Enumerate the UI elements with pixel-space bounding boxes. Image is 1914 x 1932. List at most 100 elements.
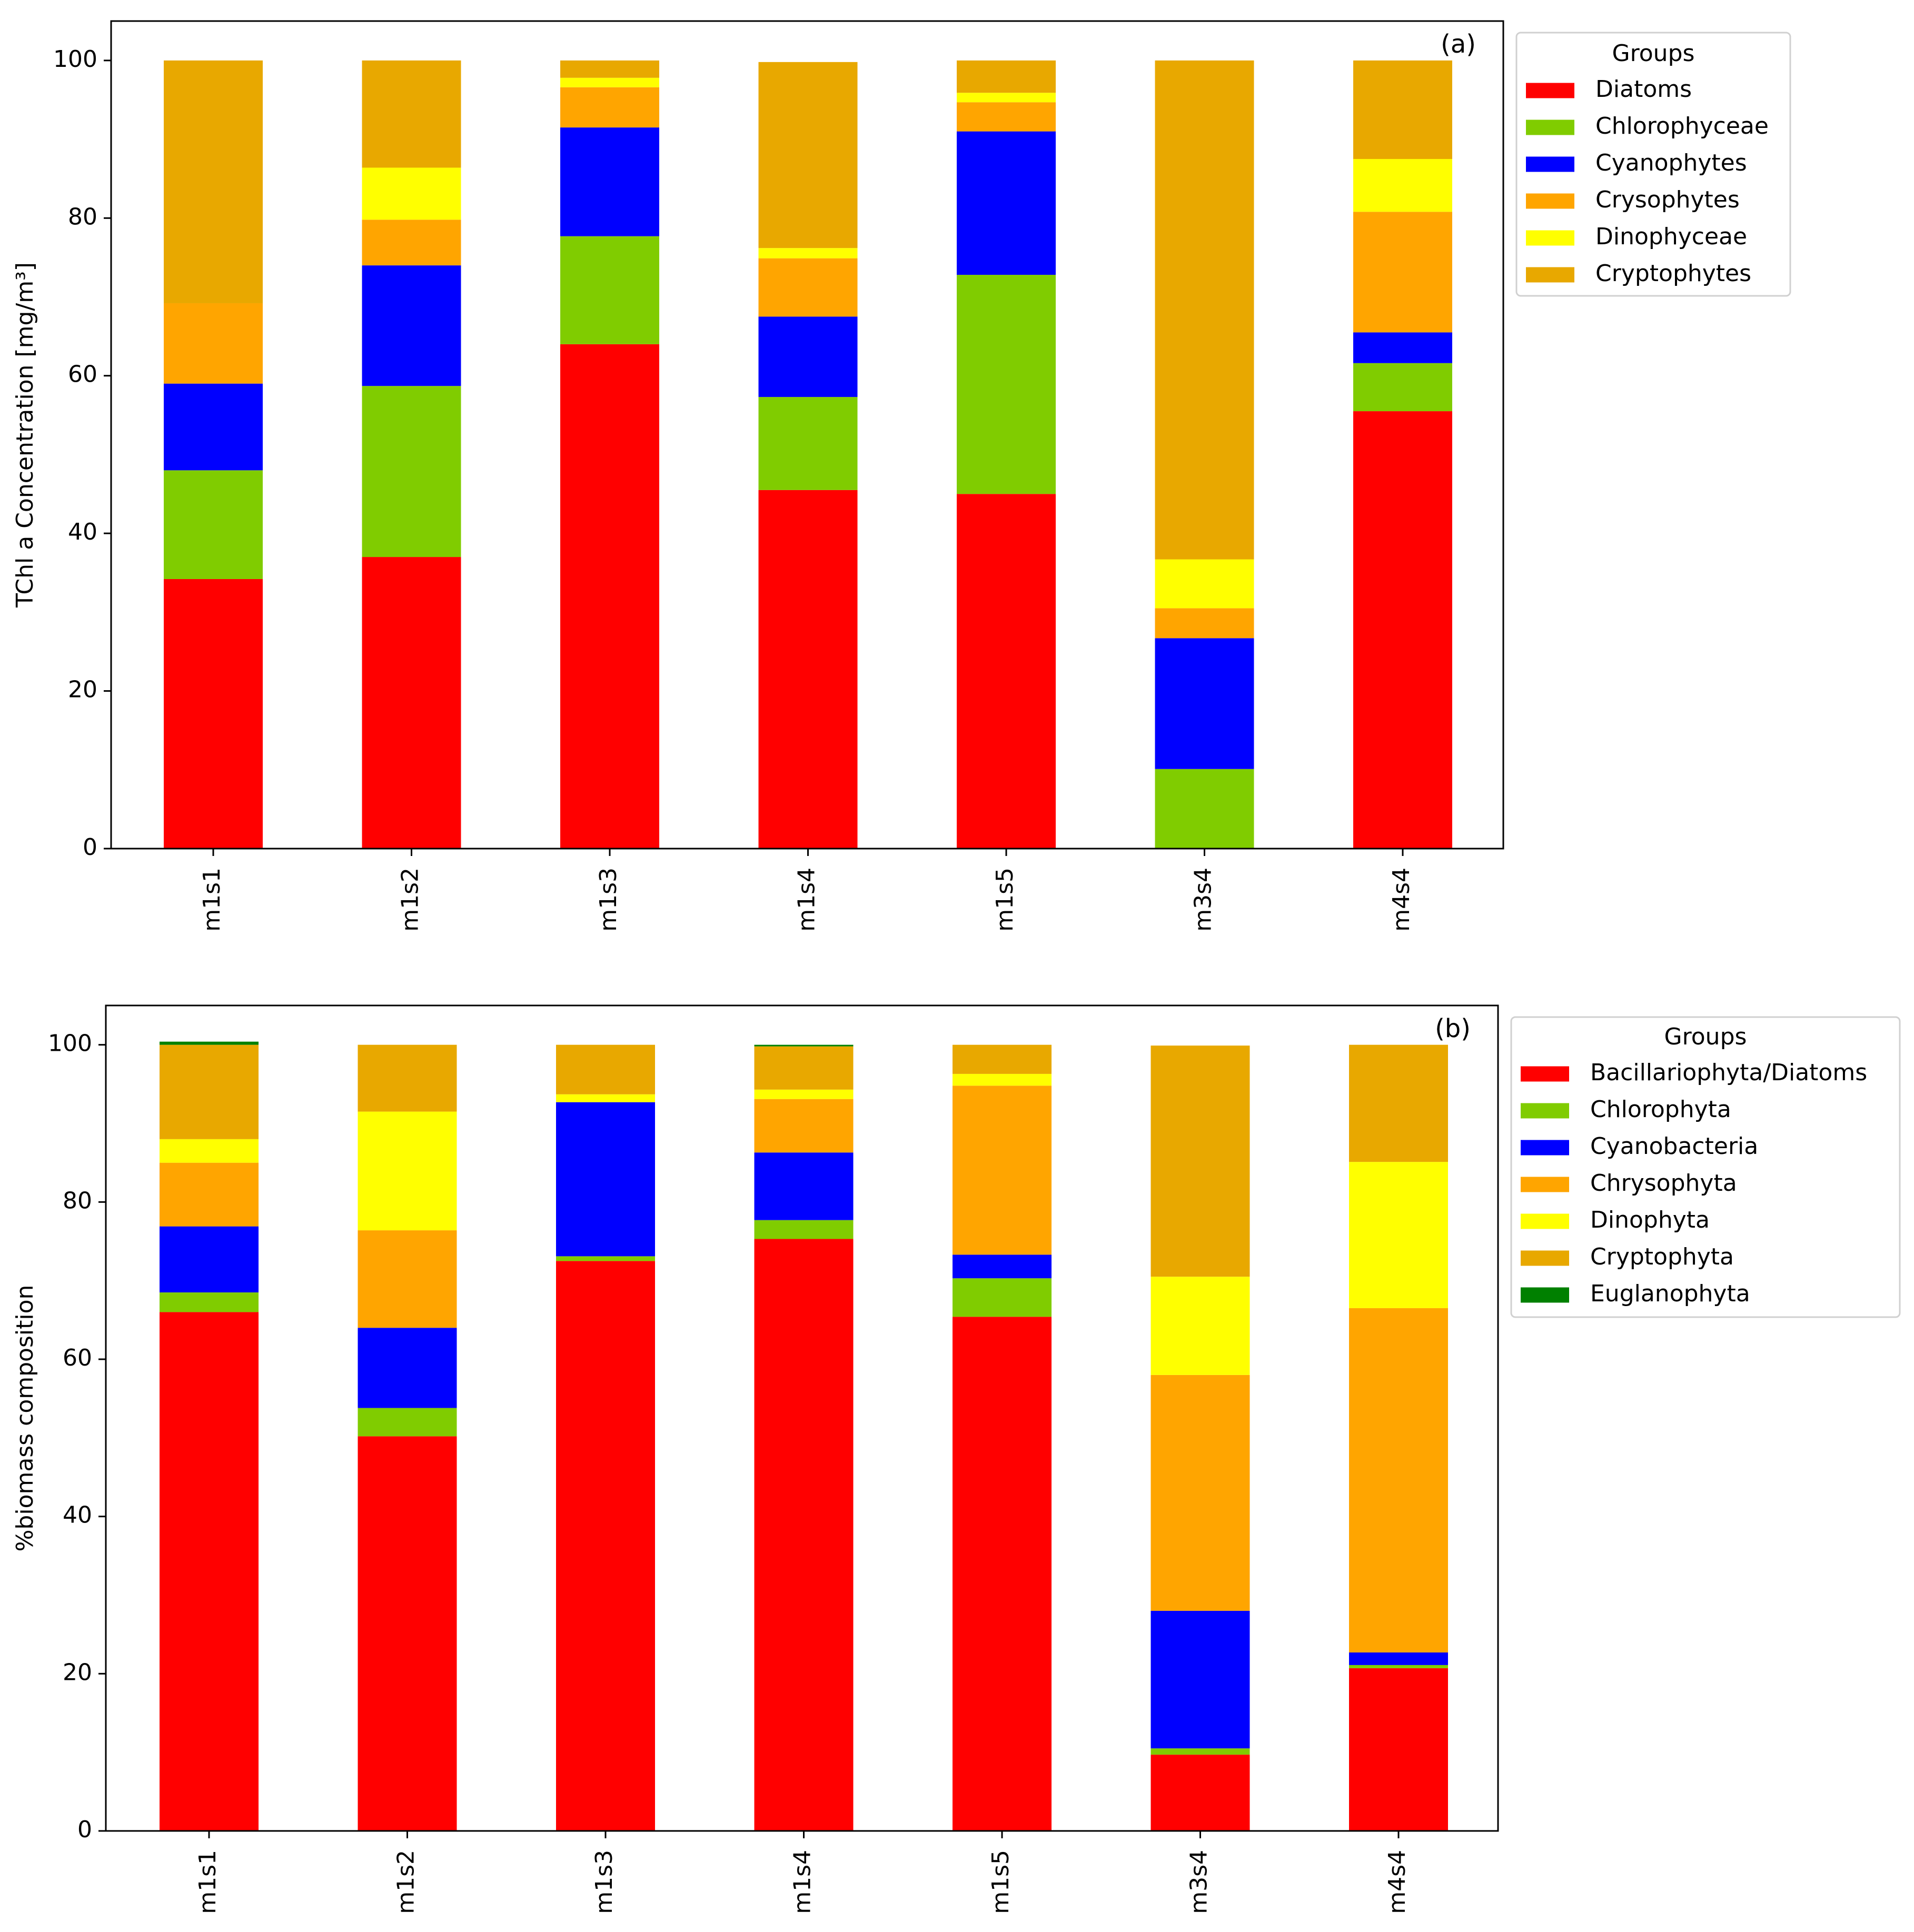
bar-m3s4-cyanophytes xyxy=(1155,638,1254,769)
bar-m3s4-dinophyta xyxy=(1151,1277,1250,1375)
x-tick-label: m1s3 xyxy=(595,868,622,932)
bar-m1s3-cryptophytes xyxy=(560,60,659,78)
bar-m3s4-chlorophyceae xyxy=(1155,769,1254,849)
y-tick-label: 20 xyxy=(68,676,97,703)
bar-m1s2-cryptophyta xyxy=(358,1044,457,1112)
bar-m1s3-cryptophyta xyxy=(556,1044,655,1094)
legend-swatch xyxy=(1526,156,1574,172)
y-tick-label: 100 xyxy=(53,46,97,73)
plot-frame xyxy=(105,1004,1499,1832)
bar-m1s4-cyanobacteria xyxy=(754,1152,854,1220)
bar-m1s2-cryptophytes xyxy=(362,60,461,168)
bar-m1s1-cryptophytes xyxy=(164,60,263,303)
legend-swatch xyxy=(1521,1103,1569,1119)
legend-box xyxy=(1510,1016,1901,1318)
bar-m1s1-dinophyta xyxy=(160,1139,259,1163)
bar-m1s1-diatoms xyxy=(164,579,263,849)
legend-swatch xyxy=(1526,119,1574,135)
bar-m4s4-chlorophyta xyxy=(1349,1665,1448,1668)
bar-m1s4-chlorophyceae xyxy=(758,397,858,490)
legend-swatch xyxy=(1521,1250,1569,1266)
y-tick-label: 60 xyxy=(63,1345,92,1371)
bar-m1s2-cyanobacteria xyxy=(358,1328,457,1408)
bar-m1s4-crysophytes xyxy=(758,258,858,317)
bar-m3s4-crysophytes xyxy=(1155,608,1254,639)
y-tick-label: 100 xyxy=(48,1030,92,1057)
bar-m3s4-cryptophyta xyxy=(1151,1045,1250,1277)
x-tick-label: m1s5 xyxy=(991,868,1018,932)
bar-m4s4-chrysophyta xyxy=(1349,1308,1448,1653)
y-tick-label: 0 xyxy=(83,834,97,861)
x-tick-label: m4s4 xyxy=(1388,868,1415,932)
bar-m4s4-diatoms xyxy=(1353,411,1452,849)
y-tick-label: 80 xyxy=(68,203,97,230)
x-tick-label: m1s3 xyxy=(591,1850,618,1914)
bar-m1s2-dinophyceae xyxy=(362,167,461,220)
bar-m1s2-chrysophyta xyxy=(358,1230,457,1328)
bar-m1s2-crysophytes xyxy=(362,220,461,266)
panel-label: (b) xyxy=(1435,1014,1471,1043)
x-tick-label: m1s1 xyxy=(194,1850,221,1914)
x-tick-label: m1s2 xyxy=(393,1850,420,1914)
legend-title: Groups xyxy=(1612,40,1695,67)
x-tick-label: m4s4 xyxy=(1384,1850,1411,1914)
y-tick-label: 80 xyxy=(63,1187,92,1214)
legend-entry: Chlorophyta xyxy=(1590,1096,1731,1123)
bar-m1s1-cryptophyta xyxy=(160,1044,259,1139)
legend-swatch xyxy=(1521,1287,1569,1303)
bar-m3s4-chrysophyta xyxy=(1151,1375,1250,1611)
bar-m1s3-dinophyceae xyxy=(560,77,659,87)
bar-m1s2-chlorophyceae xyxy=(362,386,461,557)
bar-m1s2-cyanophytes xyxy=(362,265,461,386)
bar-m1s5-chrysophyta xyxy=(953,1085,1052,1255)
legend-swatch xyxy=(1526,230,1574,246)
bar-m1s1-crysophytes xyxy=(164,303,263,384)
x-tick-label: m3s4 xyxy=(1186,1850,1213,1914)
legend-entry: Cyanobacteria xyxy=(1590,1133,1758,1160)
bar-m4s4-cyanophytes xyxy=(1353,332,1452,363)
bar-m1s4-diatoms xyxy=(758,490,858,849)
bar-m1s3-dinophyta xyxy=(556,1094,655,1102)
legend-entry: Dinophyceae xyxy=(1595,223,1747,250)
bar-m1s4-chlorophyta xyxy=(754,1220,854,1239)
bar-m1s3-chlorophyta xyxy=(556,1256,655,1261)
x-tick-label: m1s5 xyxy=(987,1850,1014,1914)
bar-m1s1-cyanobacteria xyxy=(160,1226,259,1293)
legend-entry: Crysophytes xyxy=(1595,186,1740,213)
legend-entry: Euglanophyta xyxy=(1590,1280,1750,1307)
bar-m4s4-cryptophytes xyxy=(1353,60,1452,159)
y-axis-label: TChl a Concentration [mg/m³] xyxy=(12,262,38,608)
legend-entry: Cryptophyta xyxy=(1590,1243,1734,1270)
legend-entry: Dinophyta xyxy=(1590,1207,1710,1233)
bar-m1s2-chlorophyta xyxy=(358,1408,457,1437)
legend-box xyxy=(1515,32,1791,297)
bar-m4s4-crysophytes xyxy=(1353,212,1452,333)
bar-m1s3-chlorophyceae xyxy=(560,236,659,344)
bar-m1s4-euglanophyta xyxy=(754,1044,854,1047)
bar-m4s4-dinophyta xyxy=(1349,1162,1448,1308)
y-axis-label: %biomass composition xyxy=(12,1285,38,1552)
bar-m1s4-bacillariophyta-diatoms xyxy=(754,1239,854,1831)
bar-m1s5-cyanobacteria xyxy=(953,1254,1052,1279)
plot-frame xyxy=(110,20,1504,850)
panel-label: (a) xyxy=(1441,29,1476,59)
bar-m1s3-cyanobacteria xyxy=(556,1102,655,1257)
bar-m1s2-dinophyta xyxy=(358,1111,457,1231)
bar-m1s5-cryptophyta xyxy=(953,1044,1052,1074)
x-tick-label: m1s4 xyxy=(794,868,820,932)
bar-m3s4-dinophyceae xyxy=(1155,559,1254,609)
x-tick-label: m1s2 xyxy=(397,868,424,932)
bar-m1s4-cryptophyta xyxy=(754,1046,854,1090)
bar-m1s5-chlorophyceae xyxy=(957,275,1056,494)
bar-m1s3-bacillariophyta-diatoms xyxy=(556,1261,655,1831)
bar-m1s2-bacillariophyta-diatoms xyxy=(358,1436,457,1831)
bar-m1s1-bacillariophyta-diatoms xyxy=(160,1312,259,1831)
bar-m1s5-chlorophyta xyxy=(953,1278,1052,1317)
y-tick-label: 40 xyxy=(63,1502,92,1529)
legend-title: Groups xyxy=(1664,1023,1747,1050)
bar-m1s5-dinophyta xyxy=(953,1073,1052,1086)
bar-m1s3-cyanophytes xyxy=(560,127,659,236)
y-tick-label: 60 xyxy=(68,361,97,388)
bar-m1s5-cyanophytes xyxy=(957,131,1056,275)
